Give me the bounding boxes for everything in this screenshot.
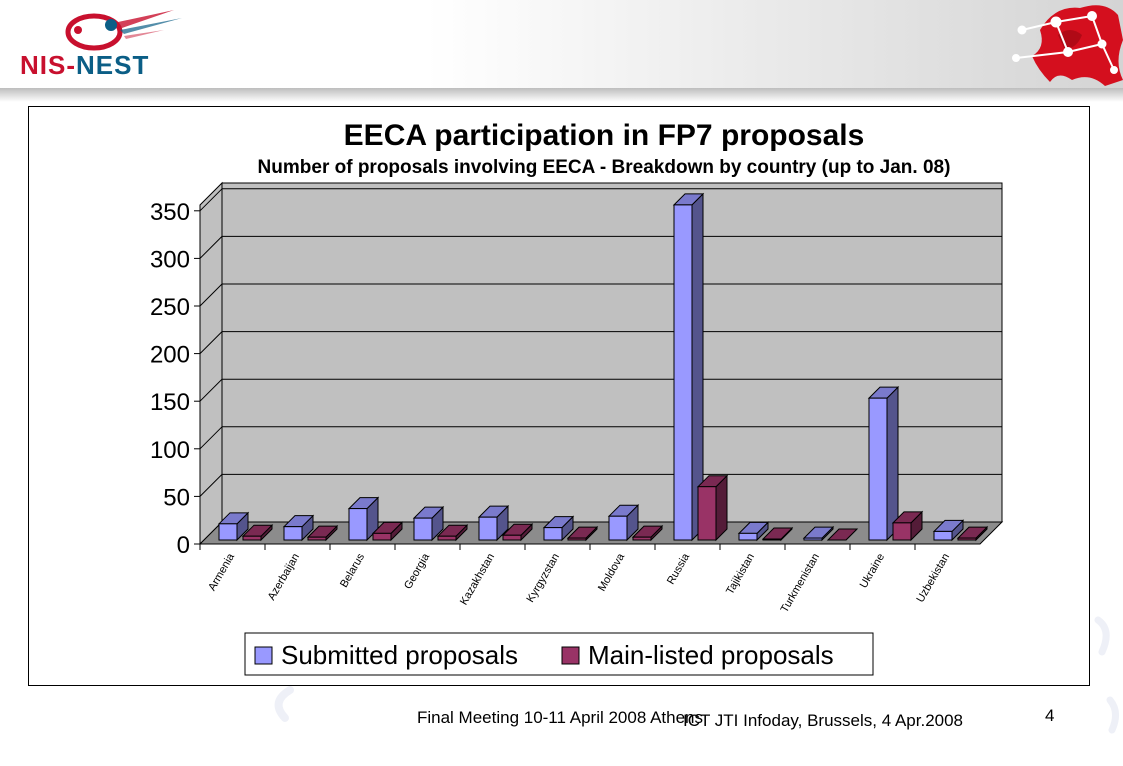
y-axis: 0 50 100 150 200 250 300 350: [150, 199, 201, 559]
y-tick-label: 100: [150, 437, 190, 464]
x-tick-label: Moldova: [596, 551, 628, 594]
bar-main-listed: [631, 524, 664, 542]
bar-main-listed: [241, 523, 274, 542]
europe-network-map-icon: [1012, 5, 1123, 86]
y-tick-label: 350: [150, 199, 190, 226]
bar-submitted: [607, 503, 640, 542]
header-shadow: [0, 88, 1123, 102]
y-tick-label: 250: [150, 294, 190, 321]
bar-main-listed: [306, 524, 339, 542]
gridline-side: [199, 236, 223, 259]
gridline-side: [199, 426, 223, 450]
y-tick-label: 300: [150, 246, 190, 273]
bar-main-listed: [436, 523, 469, 542]
x-tick-label: Kazakhstan: [458, 552, 497, 608]
bar-submitted: [802, 525, 835, 542]
bar-submitted: [347, 496, 380, 542]
bar-submitted: [932, 519, 965, 542]
gridline-side: [199, 378, 223, 402]
legend-swatch-submitted: [254, 646, 273, 665]
bar-submitted: [867, 385, 900, 542]
x-axis-labels: Armenia Azerbaijan Belarus Georgia Kazakhsta…: [199, 544, 952, 615]
chart-subtitle: Number of proposals involving EECA - Bre…: [258, 157, 951, 178]
bar-main-listed: [501, 523, 534, 542]
chart-title: EECA participation in FP7 proposals: [344, 119, 865, 152]
footer-meeting-text: Final Meeting 10-11 April 2008 Athens: [416, 708, 704, 727]
bar-main-listed: [761, 526, 794, 542]
x-tick-label: Belarus: [338, 551, 367, 590]
slide-header: [0, 0, 1123, 92]
logo-wordmark: NIS-NEST: [20, 50, 149, 81]
legend-label-submitted: Submitted proposals: [281, 640, 518, 670]
y-tick-label: 50: [163, 484, 190, 511]
x-tick-label: Kyrgyzstan: [524, 552, 562, 605]
bar-chart: EECA participation in FP7 proposals Numb…: [150, 119, 1004, 676]
x-tick-label: Georgia: [402, 551, 432, 592]
bar-submitted: [477, 504, 510, 542]
gridline-side: [199, 474, 223, 497]
page-number: 4: [1045, 706, 1055, 725]
logo-text-nis: NIS: [20, 50, 67, 80]
bar-main-listed: [371, 521, 404, 542]
bar-main-listed: [826, 528, 859, 541]
x-tick-label: Uzbekistan: [914, 552, 952, 605]
logo-text-dash: -: [66, 50, 77, 80]
plot-side-wall: [199, 181, 223, 546]
gridline-side: [199, 188, 223, 212]
footer-event-text: ICT JTI Infoday, Brussels, 4 Apr.2008: [683, 711, 964, 730]
legend-swatch-main-listed: [561, 646, 580, 665]
bar-main-listed: [566, 525, 599, 542]
legend: Submitted proposals Main-listed proposal…: [244, 632, 874, 676]
bar-submitted: [282, 514, 315, 542]
gridline-side: [199, 331, 223, 354]
bar-main-listed: [696, 474, 729, 542]
bar-main-listed: [891, 510, 924, 542]
bars: [217, 192, 989, 542]
x-tick-label: Azerbaijan: [266, 552, 302, 603]
logo-text-nest: NEST: [76, 50, 150, 80]
bar-submitted: [412, 505, 445, 542]
x-tick-label: Armenia: [206, 551, 237, 593]
x-tick-label: Russia: [665, 551, 693, 587]
nis-nest-logo-icon: [65, 10, 182, 51]
chart-frame: EECA participation in FP7 proposals Numb…: [28, 106, 1090, 686]
gridline-side: [199, 283, 223, 307]
bar-submitted: [542, 515, 575, 542]
bar-main-listed: [956, 525, 989, 542]
x-tick-label: Ukraine: [858, 552, 887, 591]
legend-box: [244, 632, 874, 676]
y-tick-label: 150: [150, 389, 190, 416]
legend-label-main-listed: Main-listed proposals: [588, 640, 834, 670]
bar-submitted: [217, 511, 250, 542]
bar-submitted: [672, 192, 705, 542]
x-tick-label: Turkmenistan: [779, 552, 823, 615]
x-tick-label: Tajikistan: [724, 552, 757, 597]
bar-submitted: [737, 521, 770, 542]
y-tick-label: 0: [177, 532, 190, 559]
y-tick-label: 200: [150, 342, 190, 369]
